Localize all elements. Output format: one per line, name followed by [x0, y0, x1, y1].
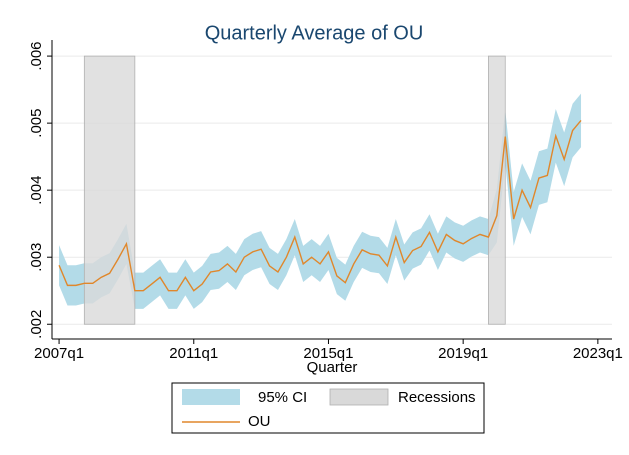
series-line — [58, 119, 582, 292]
y-tick-label: .003 — [28, 243, 45, 272]
x-tick-label: 2015q1 — [303, 345, 353, 362]
recession-span — [488, 55, 506, 325]
y-tick-label: .005 — [28, 109, 45, 138]
ci-band — [59, 93, 582, 309]
y-tick-label: .004 — [28, 176, 45, 205]
x-tick-label: 2007q1 — [34, 345, 84, 362]
y-tick-label: .006 — [28, 41, 45, 70]
chart-title: Quarterly Average of OU — [205, 22, 424, 44]
legend-swatch — [329, 388, 389, 406]
x-tick-label: 2023q1 — [573, 345, 623, 362]
legend-label: OU — [248, 413, 271, 430]
recession-span — [83, 55, 136, 325]
x-tick-label: 2011q1 — [169, 345, 218, 362]
y-tick-label: .002 — [28, 310, 45, 339]
legend-swatch — [182, 389, 240, 405]
legend-label: 95% CI — [258, 389, 307, 406]
legend-label: Recessions — [398, 389, 476, 406]
x-axis-title: Quarter — [307, 359, 358, 376]
x-tick-label: 2019q1 — [438, 345, 488, 362]
